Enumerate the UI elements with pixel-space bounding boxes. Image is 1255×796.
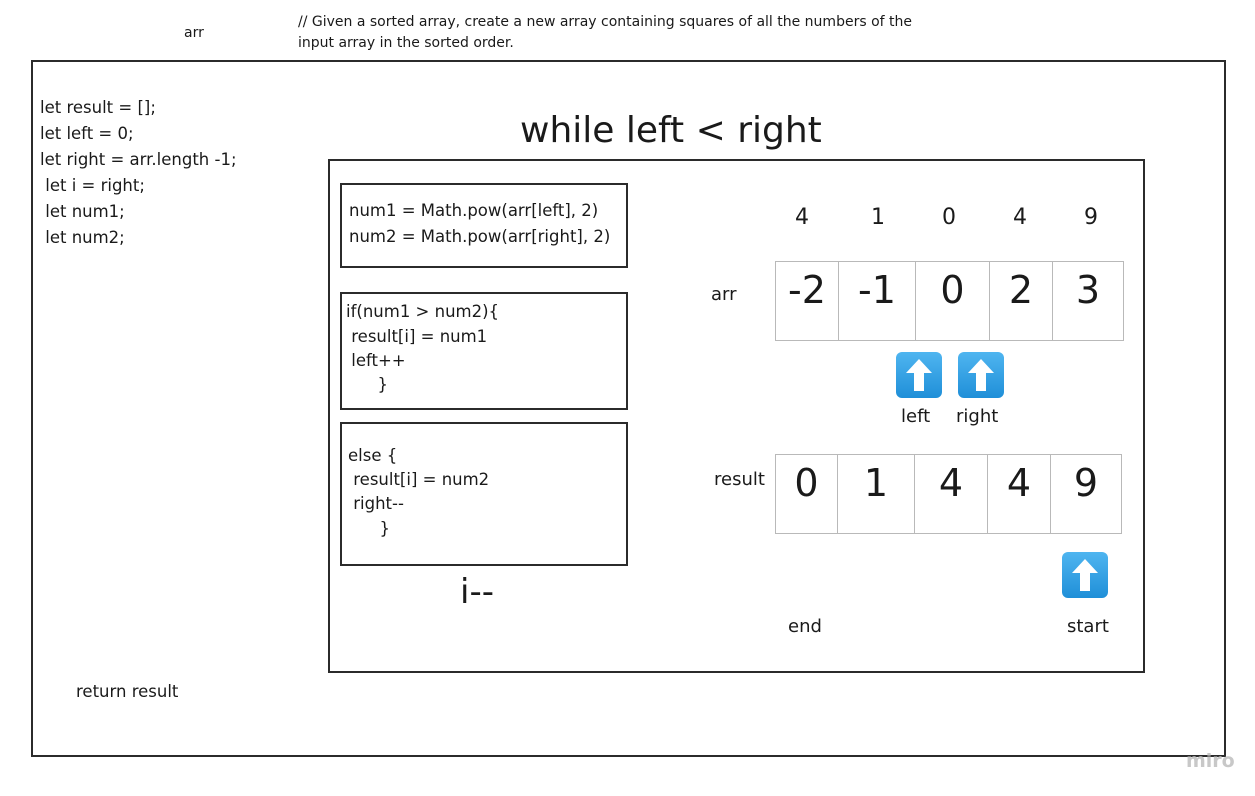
setup-line: let num1; [40,202,125,221]
arr-cell: 0 [915,261,990,341]
if-line: result[i] = num1 [346,327,488,346]
arr-cell: 3 [1052,261,1124,341]
outer-frame [31,60,1226,757]
result-cell: 4 [987,454,1051,534]
arr-cell: -1 [838,261,916,341]
pow-line: num1 = Math.pow(arr[left], 2) [349,201,599,220]
pow-line: num2 = Math.pow(arr[right], 2) [349,227,611,246]
square-value: 4 [795,205,809,230]
if-code-box [340,292,628,410]
else-line: else { [348,446,398,465]
arrow-up-icon [896,352,942,398]
arrow-up-icon [1062,552,1108,598]
start-label: start [1067,616,1109,637]
loop-title: while left < right [520,110,822,151]
if-line: } [346,375,388,394]
right-pointer-label: right [956,406,999,427]
arr-label: arr [184,25,204,41]
return-statement: return result [76,682,179,701]
setup-line: let result = []; [40,98,156,117]
comment-line-2: input array in the sorted order. [298,35,514,51]
square-value: 0 [942,205,956,230]
square-value: 9 [1084,205,1098,230]
else-line: result[i] = num2 [348,470,490,489]
arrow-up-icon [958,352,1004,398]
setup-line: let num2; [40,228,125,247]
result-cell: 9 [1050,454,1122,534]
square-value: 4 [1013,205,1027,230]
if-line: if(num1 > num2){ [346,302,500,321]
setup-line: let left = 0; [40,124,134,143]
comment-line-1: // Given a sorted array, create a new ar… [298,14,912,30]
loop-frame [328,159,1145,673]
end-label: end [788,616,822,637]
if-line: left++ [346,351,406,370]
pow-code-box [340,183,628,268]
result-cell: 0 [775,454,838,534]
arr-row-label: arr [711,284,737,305]
miro-watermark: miro [1186,750,1235,772]
arr-cell: -2 [775,261,839,341]
setup-line: let right = arr.length -1; [40,150,237,169]
decrement-label: i-- [460,572,494,612]
result-cell: 4 [914,454,988,534]
result-row-label: result [714,469,765,490]
left-pointer-label: left [901,406,931,427]
square-value: 1 [871,205,885,230]
else-code-box [340,422,628,566]
result-cell: 1 [837,454,915,534]
arr-cell: 2 [989,261,1053,341]
else-line: } [348,519,390,538]
setup-line: let i = right; [40,176,145,195]
else-line: right-- [348,494,404,513]
